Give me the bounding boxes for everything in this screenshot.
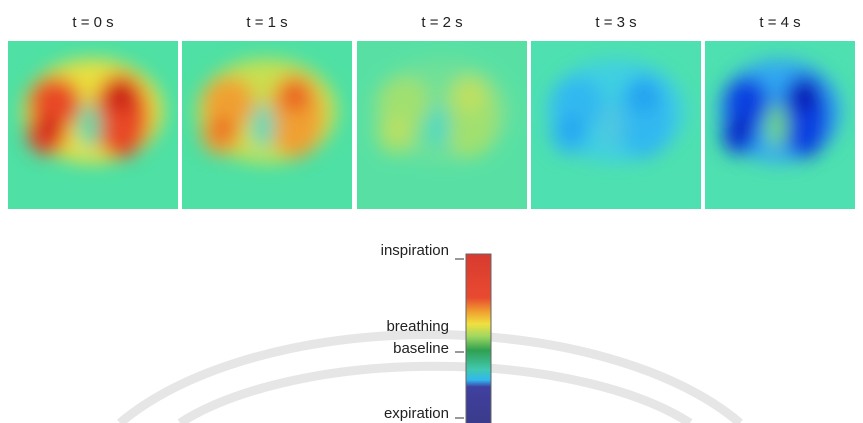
center [251, 104, 275, 148]
center [77, 104, 101, 148]
core [630, 80, 658, 112]
panel-label: t = 1 s [246, 14, 287, 31]
colorbar-scale [466, 254, 491, 423]
core [213, 117, 233, 141]
core [562, 117, 582, 141]
panel: t = 4 s [705, 14, 855, 209]
figure: t = 0 s t = 1 s t = 2 s t = 3 s t = 4 s insp… [0, 0, 863, 423]
panel-label: t = 4 s [759, 14, 800, 31]
heatmap [182, 41, 352, 209]
heatmap-blobs [197, 59, 337, 163]
heatmap-blobs [718, 59, 842, 163]
heatmap [705, 41, 855, 209]
colorbar-label: inspiration [381, 242, 449, 259]
heatmap [531, 41, 701, 209]
panels: t = 0 s t = 1 s t = 2 s t = 3 s t = 4 s [8, 14, 855, 209]
colorbar: inspiration breathing baseline expiratio… [381, 242, 491, 423]
heatmap-blobs [23, 59, 163, 163]
heatmap [8, 41, 178, 209]
core [732, 117, 750, 141]
colorbar-label: breathing [386, 318, 449, 335]
center [766, 104, 787, 148]
core [107, 80, 135, 112]
heatmap-blobs [372, 59, 512, 163]
panel: t = 1 s [182, 14, 352, 209]
core [281, 80, 309, 112]
panel: t = 0 s [8, 14, 178, 209]
panel: t = 3 s [531, 14, 701, 209]
colorbar-label: baseline [393, 340, 449, 357]
core [456, 80, 484, 112]
core [388, 117, 408, 141]
heatmap-blobs [546, 59, 686, 163]
core [792, 80, 817, 112]
colorbar-label: expiration [384, 405, 449, 422]
panel: t = 2 s [357, 14, 527, 209]
panel-label: t = 0 s [72, 14, 113, 31]
heatmap [357, 41, 527, 209]
center [426, 104, 450, 148]
panel-label: t = 3 s [595, 14, 636, 31]
core [39, 117, 59, 141]
panel-label: t = 2 s [421, 14, 462, 31]
center [600, 104, 624, 148]
